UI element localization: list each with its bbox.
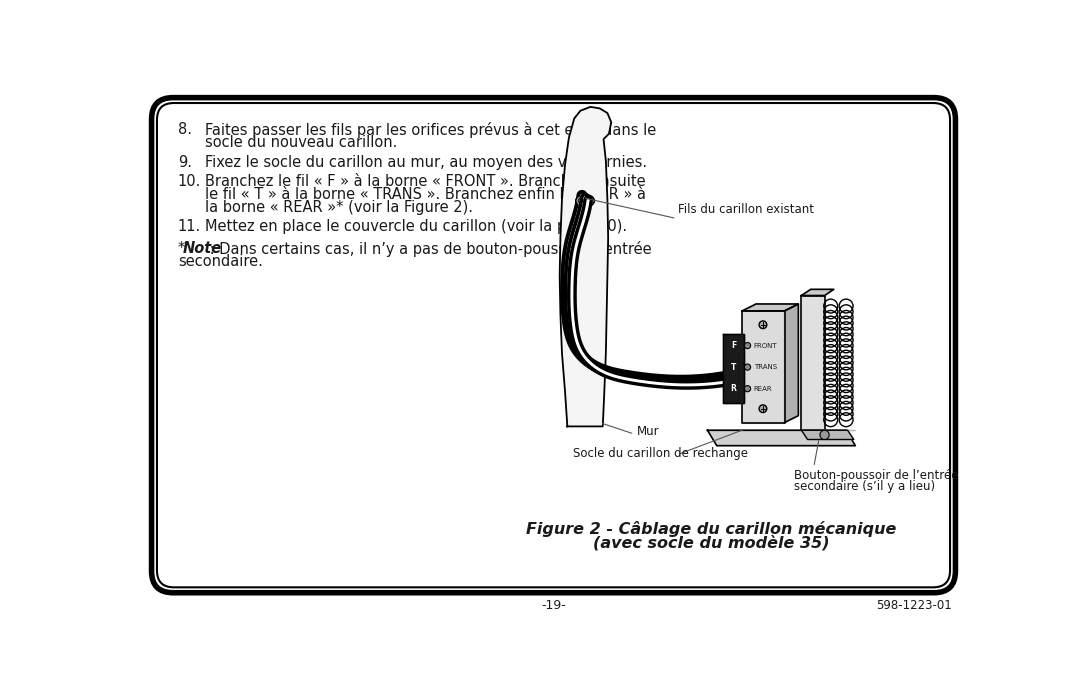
- Text: F: F: [731, 341, 737, 350]
- Polygon shape: [801, 290, 834, 295]
- Text: Socle du carillon de rechange: Socle du carillon de rechange: [572, 447, 747, 460]
- Polygon shape: [801, 430, 854, 440]
- Circle shape: [820, 430, 829, 440]
- Text: socle du nouveau carillon.: socle du nouveau carillon.: [205, 135, 397, 150]
- Text: *: *: [178, 242, 185, 256]
- Polygon shape: [723, 334, 744, 403]
- Text: REAR: REAR: [754, 386, 772, 392]
- Text: (avec socle du modèle 35): (avec socle du modèle 35): [593, 535, 829, 551]
- Text: Faites passer les fils par les orifices prévus à cet effet dans le: Faites passer les fils par les orifices …: [205, 122, 657, 138]
- Text: Note: Note: [184, 242, 222, 256]
- Text: R: R: [731, 384, 737, 393]
- Polygon shape: [559, 107, 611, 426]
- Text: 11.: 11.: [178, 219, 201, 235]
- Circle shape: [744, 343, 751, 348]
- Text: secondaire.: secondaire.: [178, 254, 262, 269]
- Text: Fixez le socle du carillon au mur, au moyen des vis fournies.: Fixez le socle du carillon au mur, au mo…: [205, 154, 648, 170]
- Text: FRONT: FRONT: [754, 343, 778, 348]
- Polygon shape: [742, 304, 798, 311]
- Circle shape: [744, 364, 751, 370]
- Circle shape: [744, 385, 751, 392]
- Polygon shape: [801, 295, 824, 430]
- Text: le fil « T » à la borne « TRANS ». Branchez enfin le fil « R » à: le fil « T » à la borne « TRANS ». Branc…: [205, 187, 647, 202]
- Text: secondaire (s’il y a lieu): secondaire (s’il y a lieu): [794, 480, 935, 493]
- Ellipse shape: [576, 195, 594, 207]
- Polygon shape: [784, 304, 798, 422]
- Text: T: T: [731, 363, 737, 371]
- Text: Bouton-poussoir de l’entrée: Bouton-poussoir de l’entrée: [794, 469, 958, 482]
- Polygon shape: [742, 311, 784, 422]
- Text: Fils du carillon existant: Fils du carillon existant: [678, 203, 814, 216]
- Text: : Dans certains cas, il n’y a pas de bouton-poussoir d’entrée: : Dans certains cas, il n’y a pas de bou…: [205, 242, 651, 258]
- Ellipse shape: [578, 197, 592, 205]
- Text: Mur: Mur: [636, 425, 659, 438]
- Text: 8.: 8.: [178, 122, 192, 138]
- Text: 9.: 9.: [178, 154, 192, 170]
- Text: Figure 2 - Câblage du carillon mécanique: Figure 2 - Câblage du carillon mécanique: [526, 521, 896, 537]
- Text: TRANS: TRANS: [754, 364, 777, 370]
- Text: Branchez le fil « F » à la borne « FRONT ». Branchez ensuite: Branchez le fil « F » à la borne « FRONT…: [205, 174, 646, 189]
- Polygon shape: [707, 430, 855, 445]
- Text: Mettez en place le couvercle du carillon (voir la page 20).: Mettez en place le couvercle du carillon…: [205, 219, 627, 235]
- Text: 10.: 10.: [178, 174, 201, 189]
- Circle shape: [759, 405, 767, 413]
- Text: la borne « REAR »* (voir la Figure 2).: la borne « REAR »* (voir la Figure 2).: [205, 200, 473, 215]
- Text: 598-1223-01: 598-1223-01: [876, 599, 951, 611]
- Circle shape: [759, 321, 767, 329]
- Text: -19-: -19-: [541, 599, 566, 611]
- FancyBboxPatch shape: [151, 98, 956, 593]
